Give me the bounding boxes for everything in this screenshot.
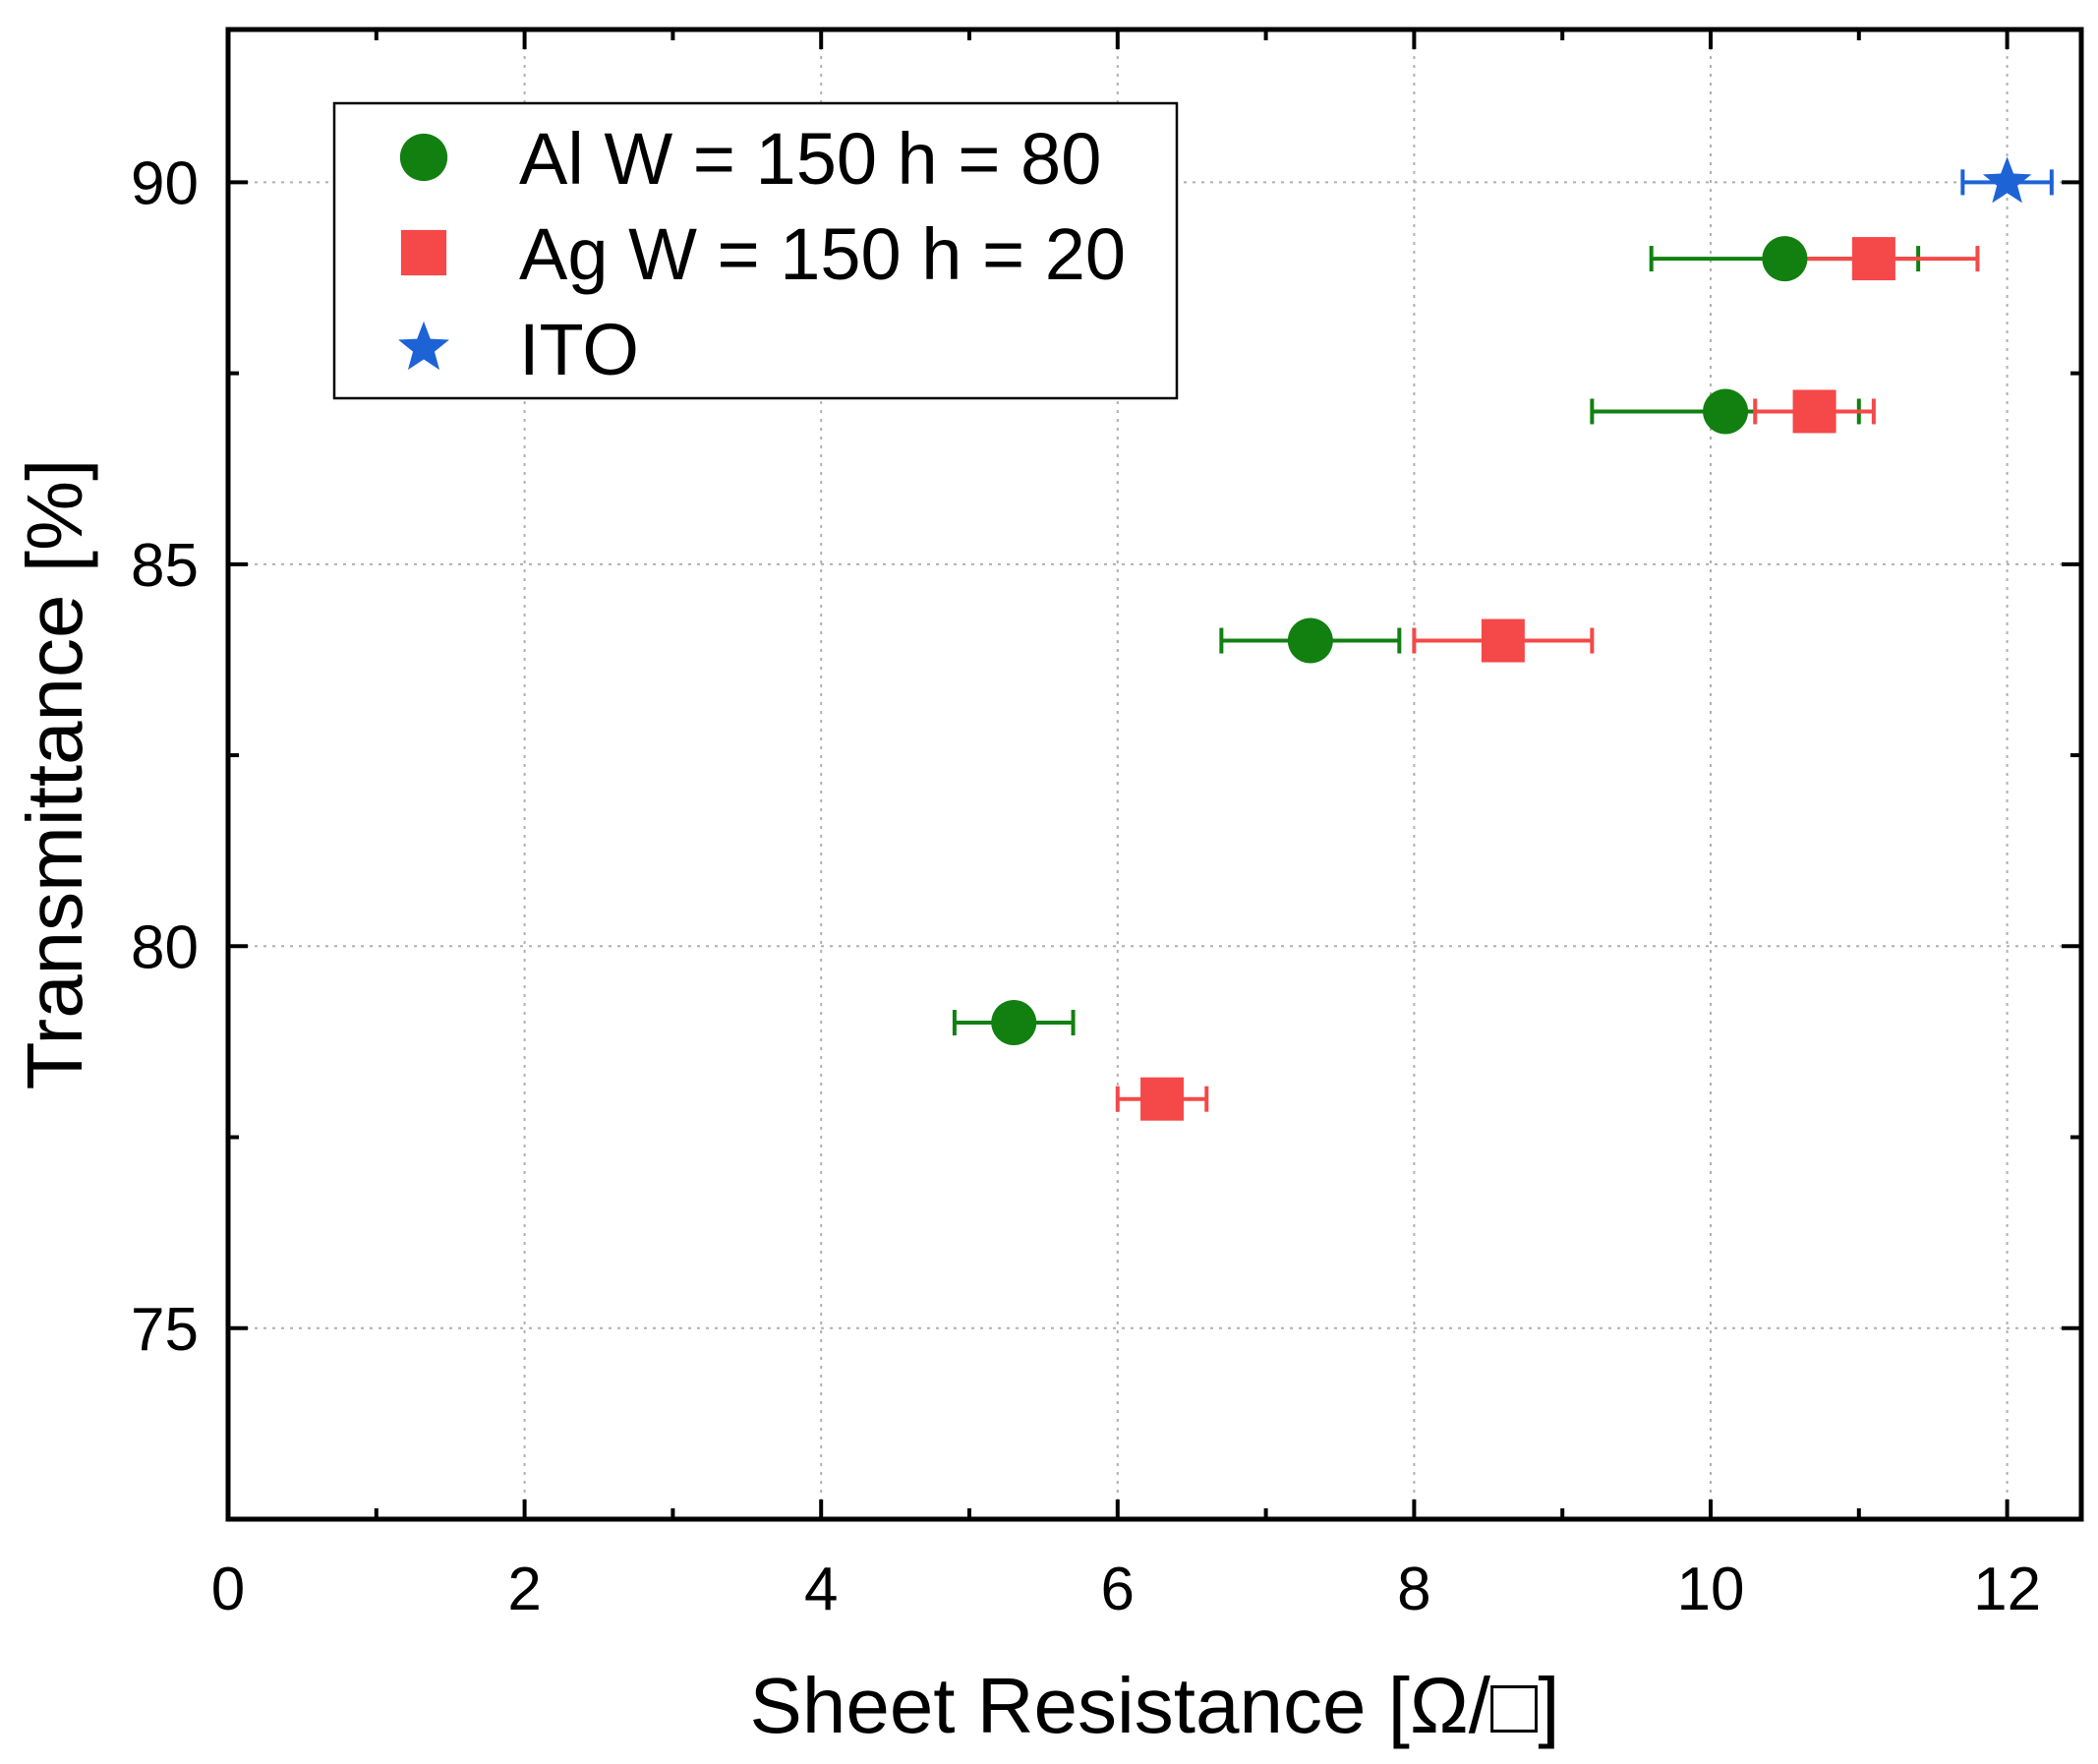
- data-point-square: [1481, 618, 1525, 663]
- data-point-circle: [991, 1000, 1037, 1045]
- data-layer: [952, 156, 2054, 1121]
- data-point-star: [1982, 156, 2032, 204]
- data-point-square: [1851, 237, 1895, 281]
- plot-frame: [225, 27, 2084, 1522]
- x-tick-label: 0: [211, 1556, 245, 1623]
- legend-label: Ag W = 150 h = 20: [519, 213, 1126, 295]
- data-point-circle: [1287, 617, 1333, 664]
- x-tick-label: 6: [1101, 1556, 1135, 1623]
- x-tick-label: 2: [507, 1556, 541, 1623]
- legend-label: ITO: [519, 309, 639, 390]
- legend-marker-circle: [399, 133, 448, 182]
- legend: Al W = 150 h = 80 Ag W = 150 h = 20 ITO: [332, 101, 1179, 400]
- y-tick-label: 75: [131, 1296, 199, 1364]
- legend-box: [332, 101, 1179, 400]
- data-point-circle: [1703, 388, 1749, 435]
- x-tick-label: 12: [1973, 1556, 2041, 1623]
- x-axis-title: Sheet Resistance [Ω/□]: [749, 1662, 1559, 1749]
- legend-marker-star: [398, 321, 449, 371]
- y-tick-label: 90: [131, 149, 199, 217]
- data-point-square: [1140, 1077, 1185, 1121]
- x-tick-label: 10: [1677, 1556, 1745, 1623]
- x-tick-label: 8: [1397, 1556, 1430, 1623]
- y-tick-label: 85: [131, 532, 199, 600]
- y-tick-label: 80: [131, 913, 199, 981]
- y-axis-title: Transmittance [%]: [11, 459, 98, 1090]
- data-point-circle: [1762, 236, 1808, 282]
- x-tick-label: 4: [804, 1556, 838, 1623]
- legend-label: Al W = 150 h = 80: [519, 118, 1101, 200]
- axes: 0 2 4 6 8 10 12 75 80 85 90: [131, 29, 2081, 1623]
- data-point-square: [1792, 389, 1836, 434]
- legend-marker-square: [400, 229, 447, 276]
